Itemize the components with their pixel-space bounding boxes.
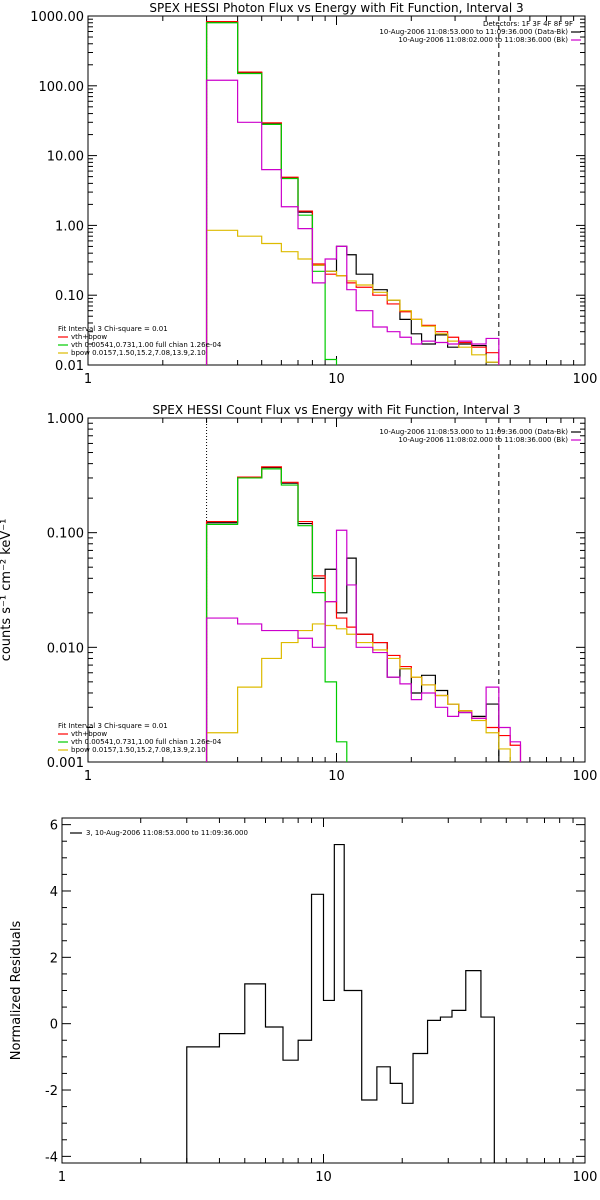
y-tick-label: 0.010 bbox=[47, 641, 84, 656]
x-tick-label: 1 bbox=[84, 372, 92, 387]
x-axis: 1 10 100 bbox=[58, 818, 598, 1185]
chart-title: SPEX HESSI Photon Flux vs Energy with Fi… bbox=[149, 1, 523, 15]
series-group bbox=[186, 843, 495, 1163]
series-group bbox=[205, 21, 500, 365]
legend-detectors: Detectors: 1F 3F 4F 8F 9F bbox=[483, 20, 573, 28]
chart-title: SPEX HESSI Count Flux vs Energy with Fit… bbox=[152, 403, 520, 417]
y-tick-label: -2 bbox=[45, 1084, 58, 1099]
series-count-3 bbox=[205, 623, 511, 762]
y-tick-label: 0.10 bbox=[55, 289, 84, 304]
series-photon-0 bbox=[205, 21, 500, 365]
legend-entry-label: 10-Aug-2006 11:08:02.000 to 11:08:36.000… bbox=[398, 36, 568, 44]
legend-entry-label: bpow 0.0157,1.50,15.2,7.08,13.9,2.10 bbox=[71, 349, 206, 357]
x-tick-label: 1 bbox=[58, 1170, 66, 1185]
series-residuals-0 bbox=[186, 843, 495, 1163]
legend-fit-header: Fit Interval 3 Chi-square = 0.01 bbox=[58, 325, 168, 333]
y-tick-label: 2 bbox=[50, 951, 58, 966]
x-tick-label: 10 bbox=[328, 769, 345, 784]
x-tick-label: 10 bbox=[315, 1170, 332, 1185]
legend-top: 3, 10-Aug-2006 11:08:53.000 to 11:09:36.… bbox=[70, 829, 248, 837]
series-group bbox=[205, 466, 522, 762]
panel-residuals: Normalized Residuals 1 10 100 -4 -2 0 2 4 6 3, 10-… bbox=[9, 817, 598, 1185]
legend-top: 10-Aug-2006 11:08:53.000 to 11:09:36.000… bbox=[379, 428, 581, 444]
legend-entry-label: vth 0.00541,0.731,1.00 full chian 1.26e-… bbox=[71, 738, 222, 746]
series-count-1 bbox=[205, 466, 522, 762]
panel-count: SPEX HESSI Count Flux vs Energy with Fit… bbox=[0, 403, 598, 784]
y-axis-label: counts s⁻¹ cm⁻² keV⁻¹ bbox=[0, 519, 14, 662]
legend-entry-label: vth 0.00541,0.731,1.00 full chian 1.26e-… bbox=[71, 341, 222, 349]
y-axis: 0.001 0.010 0.100 1.000 bbox=[47, 412, 585, 771]
x-tick-label: 100 bbox=[573, 769, 598, 784]
y-tick-label: -4 bbox=[45, 1150, 58, 1165]
x-tick-label: 10 bbox=[328, 372, 345, 387]
y-tick-label: 0.100 bbox=[47, 527, 84, 542]
legend-entry-label: 10-Aug-2006 11:08:53.000 to 11:09:36.000… bbox=[379, 28, 568, 36]
y-tick-label: 1000.00 bbox=[30, 10, 84, 25]
y-tick-label: 1.000 bbox=[47, 412, 84, 427]
x-tick-label: 100 bbox=[573, 372, 598, 387]
series-photon-4 bbox=[205, 79, 500, 365]
y-tick-label: 0.01 bbox=[55, 359, 84, 374]
y-tick-label: 0 bbox=[50, 1018, 58, 1033]
y-tick-label: 0.001 bbox=[47, 756, 84, 771]
y-tick-label: 4 bbox=[50, 885, 58, 900]
y-axis-label: Normalized Residuals bbox=[9, 921, 24, 1061]
legend-entry-label: 3, 10-Aug-2006 11:08:53.000 to 11:09:36.… bbox=[86, 829, 248, 837]
series-photon-3 bbox=[205, 229, 500, 365]
series-count-0 bbox=[205, 466, 511, 762]
legend-fit-header: Fit Interval 3 Chi-square = 0.01 bbox=[58, 722, 168, 730]
y-tick-label: 6 bbox=[50, 819, 58, 834]
series-photon-2 bbox=[205, 22, 338, 365]
series-count-2 bbox=[205, 468, 348, 762]
legend-bottom: Fit Interval 3 Chi-square = 0.01vth+bpow… bbox=[58, 722, 222, 754]
y-tick-label: 100.00 bbox=[39, 80, 85, 95]
y-axis: 0.01 0.10 1.00 10.00 100.00 1000.00 bbox=[30, 10, 585, 374]
y-tick-label: 10.00 bbox=[47, 150, 84, 165]
legend-entry-label: 10-Aug-2006 11:08:02.000 to 11:08:36.000… bbox=[398, 436, 568, 444]
legend-entry-label: 10-Aug-2006 11:08:53.000 to 11:09:36.000… bbox=[379, 428, 568, 436]
y-axis: -4 -2 0 2 4 6 bbox=[45, 819, 585, 1165]
plot-frame bbox=[87, 15, 586, 366]
y-tick-label: 1.00 bbox=[55, 219, 84, 234]
x-tick-label: 1 bbox=[84, 769, 92, 784]
panel-photon: SPEX HESSI Photon Flux vs Energy with Fi… bbox=[30, 1, 597, 387]
legend-entry-label: vth+bpow bbox=[71, 333, 107, 341]
x-tick-label: 100 bbox=[573, 1170, 598, 1185]
series-count-4 bbox=[205, 529, 522, 762]
legend-entry-label: vth+bpow bbox=[71, 730, 107, 738]
legend-entry-label: bpow 0.0157,1.50,15.2,7.08,13.9,2.10 bbox=[71, 746, 206, 754]
legend-bottom: Fit Interval 3 Chi-square = 0.01vth+bpow… bbox=[58, 325, 222, 357]
